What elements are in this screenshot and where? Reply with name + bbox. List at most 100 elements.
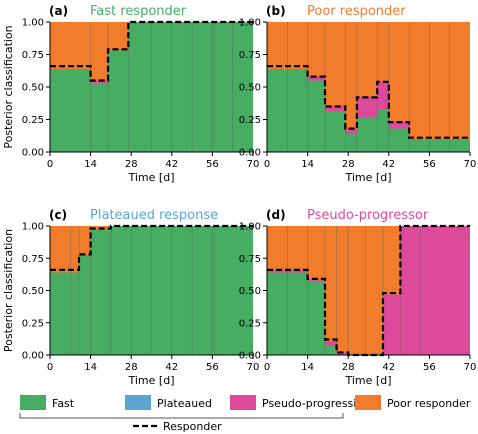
segment-fast	[131, 226, 152, 355]
y-tick-label: 1.00	[239, 18, 261, 29]
x-tick-label: 70	[464, 159, 477, 170]
legend-label-poor: Poor responder	[387, 397, 471, 410]
x-tick-label: 28	[125, 159, 138, 170]
segment-poor	[336, 226, 349, 353]
responder-line	[267, 224, 470, 357]
x-tick-label: 42	[165, 362, 178, 373]
segment-fast	[287, 272, 308, 355]
segment-fast	[307, 281, 325, 355]
x-tick-label: 70	[464, 362, 477, 373]
y-tick-label: 0.75	[239, 50, 261, 61]
segment-pseudo	[356, 97, 378, 117]
x-tick-label: 56	[423, 159, 436, 170]
segment-poor	[267, 226, 288, 270]
x-tick-label: 14	[301, 159, 314, 170]
y-tick-label: 0.50	[239, 83, 261, 94]
segment-poor	[70, 226, 79, 273]
segment-poor	[287, 22, 308, 69]
segment-poor	[79, 226, 91, 256]
segment-pseudo	[345, 128, 357, 134]
segment-fast	[325, 345, 337, 355]
panel-title: Pseudo-progressor	[307, 208, 429, 223]
segment-fast	[212, 22, 233, 152]
x-tick-label: 14	[301, 362, 314, 373]
segment-poor	[267, 22, 288, 69]
x-tick-label: 56	[206, 159, 219, 170]
segment-fast	[151, 22, 172, 152]
segment-fast	[429, 139, 450, 152]
segment-poor	[50, 226, 71, 273]
panel-letter: (b)	[266, 4, 286, 18]
y-tick-label: 0.00	[239, 148, 261, 159]
x-axis-label: Time [d]	[128, 374, 175, 387]
x-tick-label: 56	[423, 362, 436, 373]
y-tick-label: 0.75	[22, 254, 44, 265]
segment-fast	[171, 226, 193, 355]
segment-fast	[70, 272, 79, 355]
x-axis-label: Time [d]	[128, 171, 175, 184]
y-tick-label: 0.25	[22, 115, 44, 126]
segment-poor	[383, 226, 401, 295]
x-tick-label: 56	[206, 362, 219, 373]
segment-poor	[388, 22, 410, 123]
x-tick-label: 0	[47, 362, 53, 373]
panel-title: Fast responder	[90, 4, 187, 19]
y-tick-label: 0.75	[22, 50, 44, 61]
segment-poor	[429, 22, 450, 139]
x-tick-label: 14	[84, 362, 97, 373]
panel-title: Plateaued response	[90, 208, 218, 223]
segment-poor	[307, 22, 325, 77]
segment-poor	[108, 22, 129, 51]
segment-fast	[449, 139, 470, 152]
segment-pseudo	[377, 81, 389, 110]
y-tick-label: 0.50	[22, 83, 44, 94]
x-tick-label: 28	[125, 362, 138, 373]
legend-swatch-poor	[355, 395, 381, 410]
legend-swatch-pseudo	[230, 395, 256, 410]
panel-letter: (d)	[266, 208, 286, 222]
segment-poor	[345, 22, 357, 129]
x-tick-label: 28	[342, 159, 355, 170]
y-tick-label: 0.00	[22, 351, 44, 362]
y-tick-label: 1.00	[22, 222, 44, 233]
segment-pseudo	[336, 352, 349, 355]
x-tick-label: 70	[247, 159, 260, 170]
segment-fast	[50, 272, 71, 355]
legend-swatch-fast	[20, 395, 46, 410]
x-tick-label: 0	[264, 362, 270, 373]
segment-pseudo	[267, 269, 288, 273]
segment-fast	[388, 128, 410, 152]
legend-swatch-plateaued	[125, 395, 151, 410]
segment-fast	[192, 22, 213, 152]
segment-fast	[267, 68, 288, 152]
segment-pseudo	[325, 340, 337, 346]
segment-poor	[356, 22, 378, 98]
y-tick-label: 0.25	[239, 115, 261, 126]
segment-pseudo	[90, 80, 108, 84]
segment-pseudo	[307, 278, 325, 282]
y-axis-label: Posterior classification	[2, 229, 15, 352]
segment-poor	[377, 22, 389, 82]
y-tick-label: 0.00	[239, 351, 261, 362]
segment-pseudo	[400, 226, 421, 355]
panel-letter: (c)	[49, 208, 67, 222]
segment-pseudo	[325, 106, 346, 112]
legend-label-fast: Fast	[52, 397, 75, 410]
y-tick-label: 1.00	[22, 18, 44, 29]
segment-fast	[128, 22, 152, 152]
segment-poor	[325, 226, 337, 341]
segment-fast	[110, 226, 132, 355]
segment-poor	[50, 22, 91, 69]
responder-line	[267, 65, 470, 139]
segment-poor	[348, 226, 366, 355]
segment-fast	[90, 229, 111, 355]
panel-letter: (a)	[49, 4, 68, 18]
segment-fast	[151, 226, 172, 355]
segment-fast	[79, 255, 91, 355]
y-tick-label: 1.00	[239, 222, 261, 233]
x-tick-label: 14	[84, 159, 97, 170]
